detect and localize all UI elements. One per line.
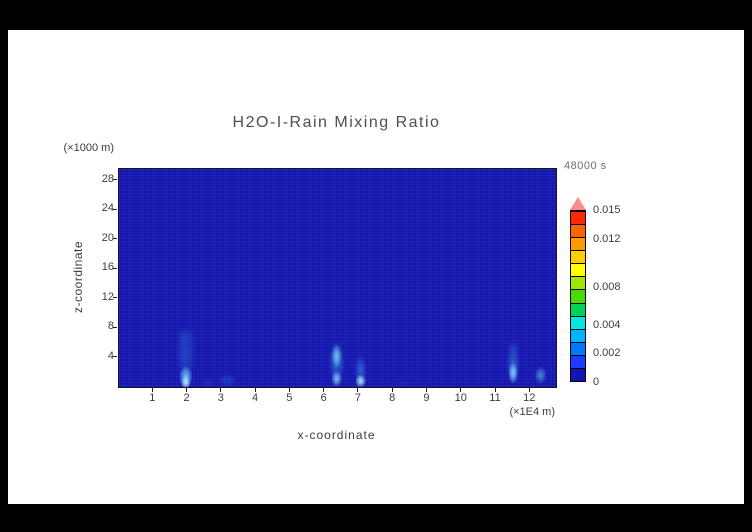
- x-tick-mark: [494, 388, 496, 392]
- plot-page: H2O-I-Rain Mixing Ratio (×1000 m) z-coor…: [8, 30, 744, 504]
- colorbar-segment: [571, 302, 585, 316]
- heatmap-plot: [118, 168, 557, 388]
- y-tick-label: 4: [107, 349, 114, 362]
- time-label: 48000 s: [564, 160, 607, 172]
- x-tick-mark: [425, 388, 427, 392]
- y-tick-mark: [113, 238, 117, 240]
- y-tick-label: 12: [101, 290, 114, 303]
- x-tick-mark: [460, 388, 462, 392]
- x-axis-label: x-coordinate: [297, 428, 376, 442]
- x-tick-mark: [186, 388, 188, 392]
- x-tick-mark: [220, 388, 222, 392]
- colorbar-segment: [571, 237, 585, 251]
- x-tick-label: 6: [320, 392, 327, 404]
- x-tick-mark: [254, 388, 256, 392]
- x-tick-mark: [323, 388, 325, 392]
- y-tick-label: 20: [101, 231, 114, 244]
- x-axis-units: (×1E4 m): [509, 406, 555, 418]
- colorbar-segment: [571, 224, 585, 238]
- colorbar-segment: [571, 328, 585, 342]
- x-tick-mark: [288, 388, 290, 392]
- colorbar-tick-label: 0.002: [593, 346, 621, 359]
- colorbar-tick-label: 0: [593, 376, 600, 388]
- y-tick-label: 28: [101, 172, 114, 185]
- y-tick-mark: [113, 326, 117, 328]
- x-tick-label: 10: [454, 392, 467, 404]
- y-tick-mark: [113, 356, 117, 358]
- y-tick-mark: [113, 267, 117, 269]
- colorbar-segment: [571, 315, 585, 329]
- y-axis-units: (×1000 m): [63, 142, 114, 154]
- x-tick-label: 2: [183, 392, 190, 404]
- x-tick-label: 5: [286, 392, 293, 404]
- y-tick-mark: [113, 297, 117, 299]
- x-tick-mark: [528, 388, 530, 392]
- colorbar-segment: [571, 250, 585, 264]
- x-tick-label: 11: [489, 392, 501, 404]
- colorbar-overflow-triangle: [570, 197, 586, 210]
- x-tick-label: 1: [149, 392, 156, 404]
- chart-title: H2O-I-Rain Mixing Ratio: [232, 114, 441, 131]
- x-tick-label: 12: [523, 392, 536, 404]
- x-tick-label: 4: [252, 392, 259, 404]
- y-tick-label: 24: [101, 202, 114, 215]
- colorbar-segment: [571, 367, 585, 381]
- y-tick-mark: [113, 208, 117, 210]
- x-tick-mark: [357, 388, 359, 392]
- colorbar-segment: [571, 354, 585, 368]
- x-tick-label: 9: [423, 392, 430, 404]
- x-tick-label: 3: [217, 392, 224, 404]
- colorbar-segment: [571, 210, 585, 225]
- y-tick-mark: [113, 179, 117, 181]
- x-tick-label: 8: [389, 392, 396, 404]
- colorbar-segment: [571, 276, 585, 290]
- x-tick-mark: [391, 388, 393, 392]
- x-tick-label: 7: [354, 392, 361, 404]
- y-tick-label: 16: [101, 261, 114, 274]
- colorbar-segment: [571, 289, 585, 303]
- colorbar: [570, 210, 586, 382]
- colorbar-tick-label: 0.004: [593, 319, 621, 332]
- colorbar-tick-label: 0.012: [593, 233, 621, 246]
- x-tick-mark: [151, 388, 153, 392]
- colorbar-tick-label: 0.015: [593, 204, 621, 216]
- colorbar-segment: [571, 263, 585, 277]
- colorbar-segment: [571, 341, 585, 355]
- y-tick-label: 8: [107, 320, 114, 333]
- colorbar-tick-label: 0.008: [593, 281, 621, 294]
